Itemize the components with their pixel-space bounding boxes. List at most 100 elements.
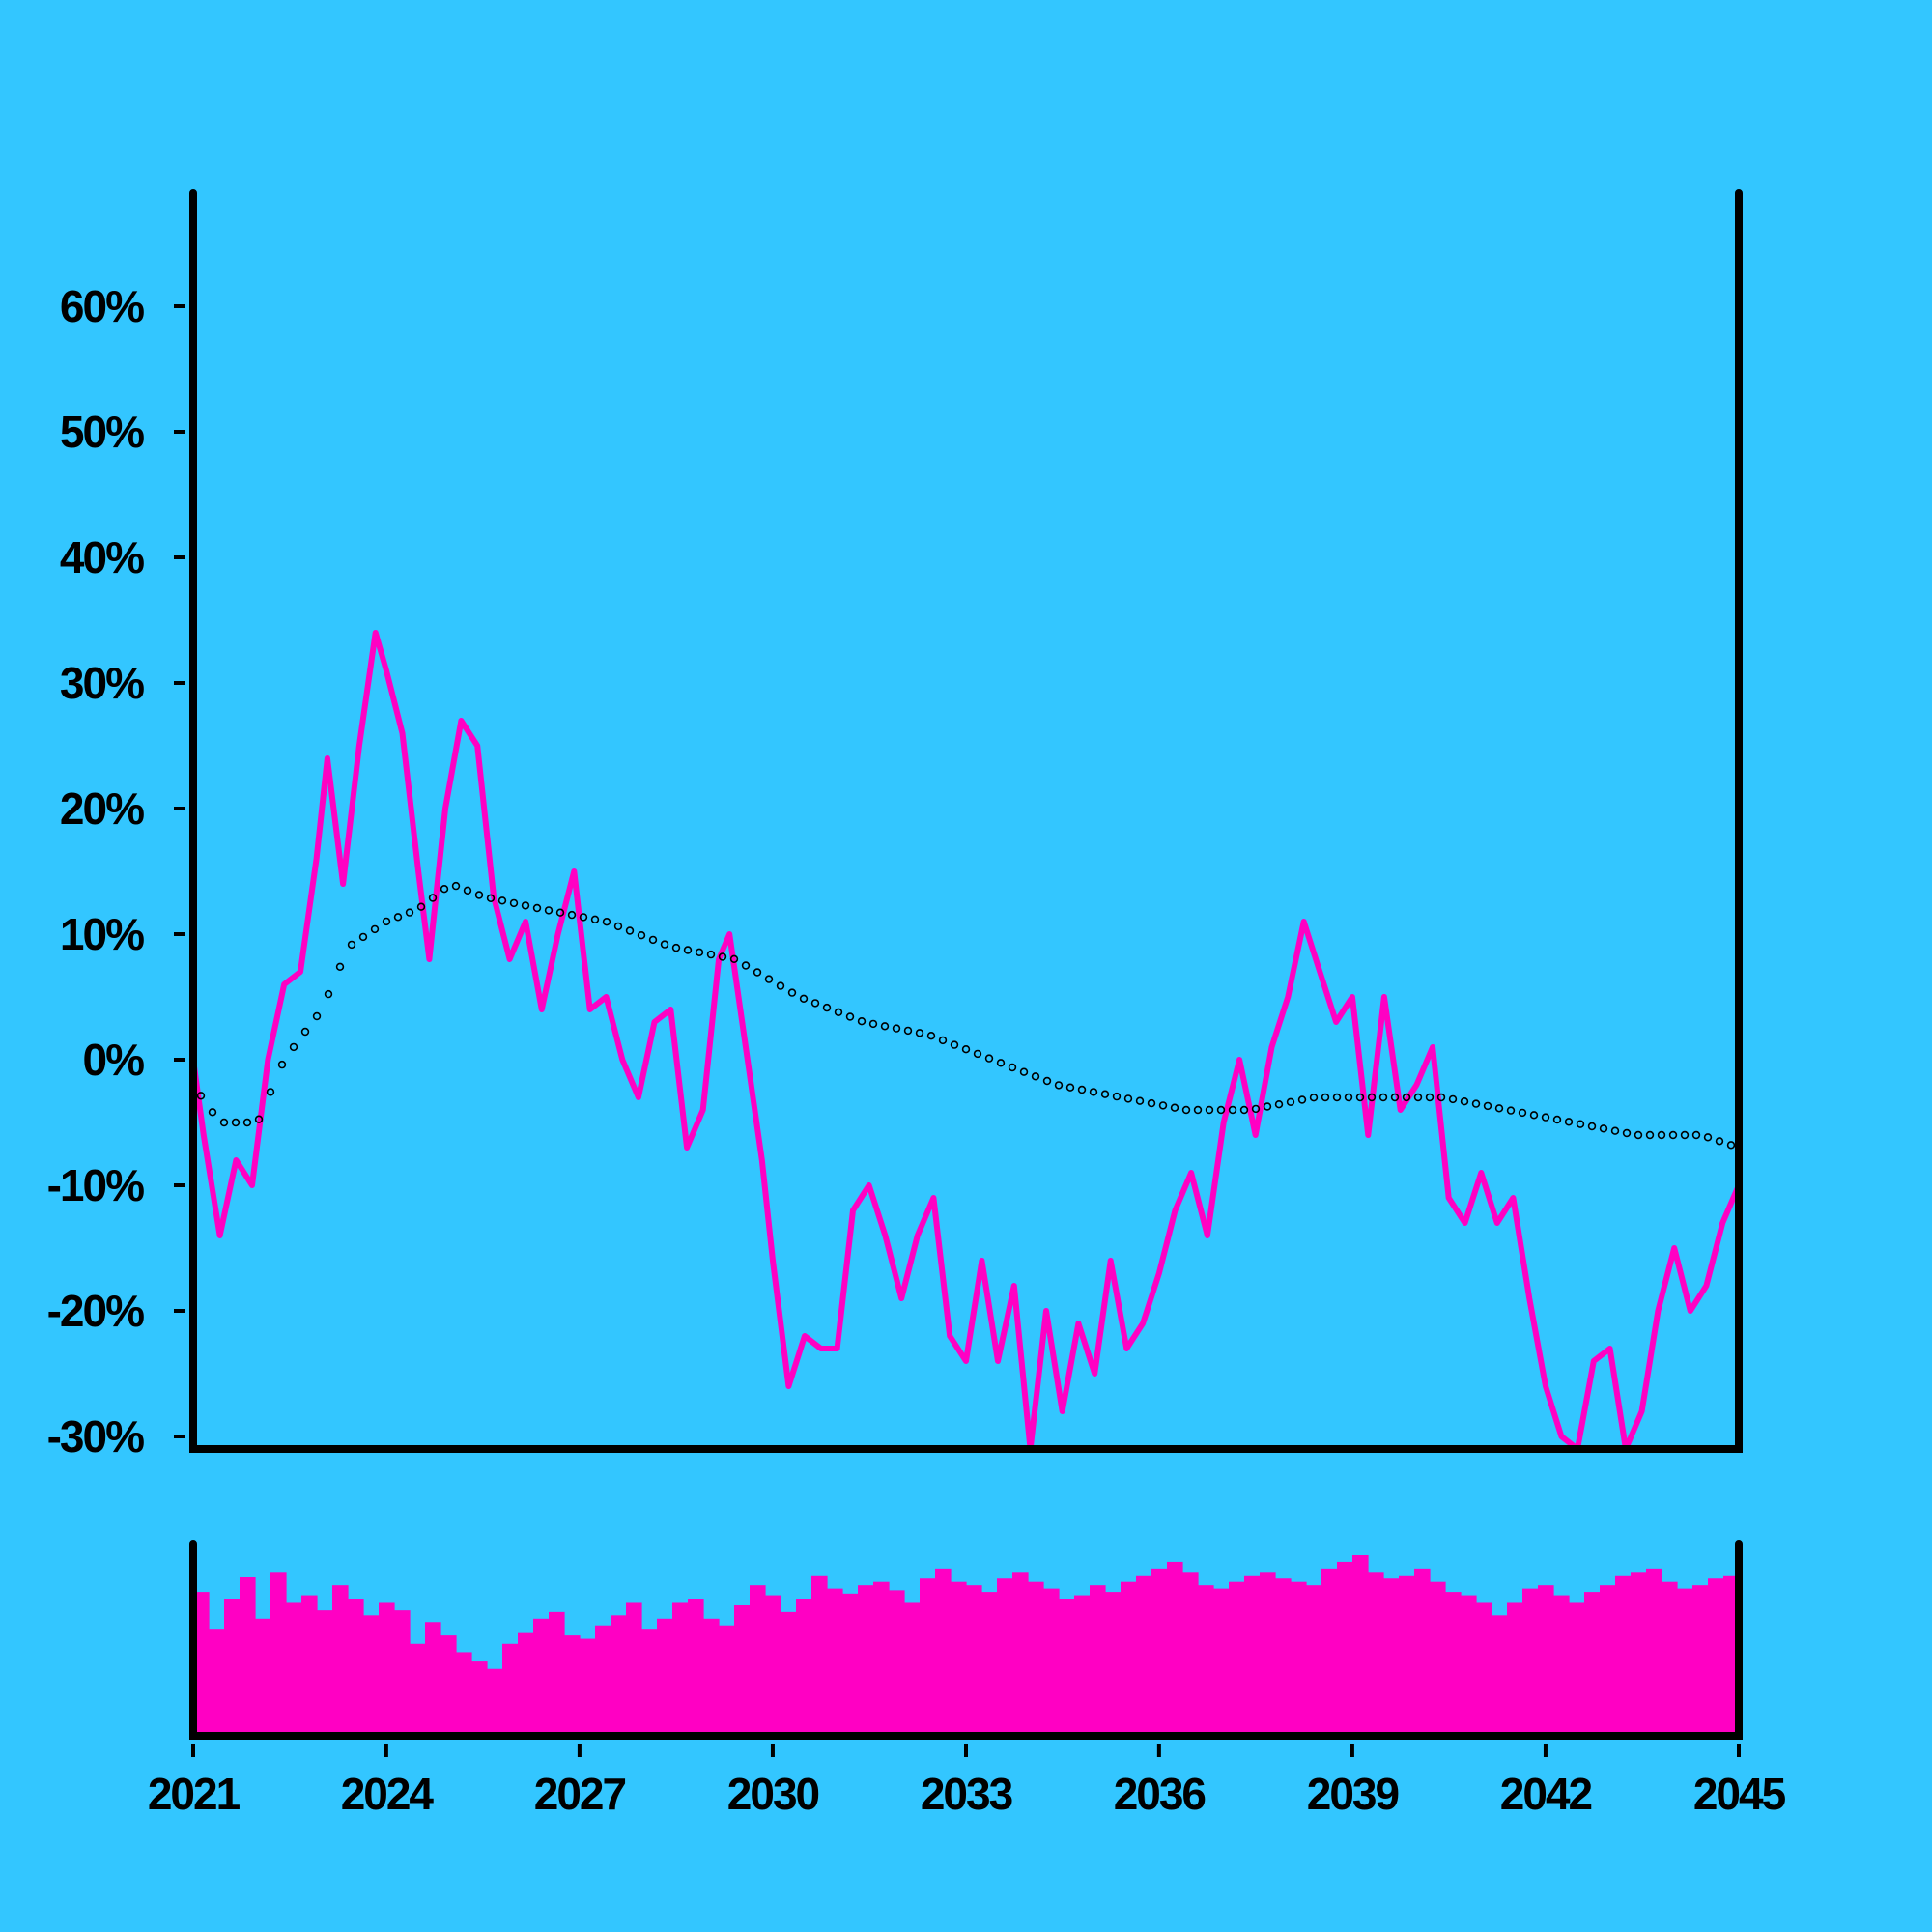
volume-bar <box>781 1611 797 1736</box>
x-tick-label: 2027 <box>534 1769 626 1819</box>
volume-bar <box>348 1599 364 1736</box>
y-tick-label: 50% <box>60 407 144 457</box>
trend-marker <box>926 1031 936 1040</box>
trend-marker <box>1657 1130 1666 1140</box>
trend-marker <box>1610 1126 1620 1135</box>
trend-marker <box>347 940 356 950</box>
trend-marker <box>857 1016 867 1026</box>
volume-bar <box>1198 1585 1214 1736</box>
volume-bar <box>1476 1602 1492 1736</box>
volume-bar <box>1136 1575 1152 1736</box>
trend-marker <box>324 989 333 999</box>
volume-bar <box>1043 1588 1060 1736</box>
series-layer <box>190 630 1742 1452</box>
trend-marker <box>1680 1130 1690 1140</box>
volume-bar <box>1692 1585 1709 1736</box>
trend-marker <box>1367 1093 1377 1102</box>
volume-bar <box>1569 1602 1585 1736</box>
trend-marker <box>660 940 669 949</box>
volume-bar <box>209 1629 225 1736</box>
y-tick-label: -10% <box>47 1160 144 1210</box>
trend-marker <box>1471 1099 1481 1108</box>
labels-layer: -30% -20% -10% 0% 10% 20% 30% 40% 50% 60% 2021 2024… <box>47 281 1788 1819</box>
trend-marker <box>1286 1097 1295 1107</box>
volume-bar <box>734 1605 751 1736</box>
volume-bar <box>842 1593 859 1736</box>
volume-bar <box>1275 1578 1292 1736</box>
x-tick-label: 2021 <box>148 1769 241 1819</box>
axes-layer <box>174 189 1743 1757</box>
trend-marker <box>463 886 472 895</box>
volume-bar <box>332 1585 349 1736</box>
trend-marker <box>880 1022 890 1031</box>
trend-marker <box>1089 1088 1098 1096</box>
trend-marker <box>335 962 345 971</box>
trend-marker <box>405 908 414 917</box>
trend-marker <box>648 935 658 945</box>
volume-bar <box>719 1625 735 1736</box>
trend-marker <box>1576 1120 1585 1128</box>
trend-marker <box>1158 1101 1168 1110</box>
volume-bar <box>1213 1588 1230 1736</box>
volume-bar <box>1414 1568 1431 1736</box>
volume-bar <box>920 1578 936 1736</box>
trend-marker <box>1147 1098 1156 1108</box>
trend-marker <box>996 1059 1006 1067</box>
volume-bar <box>549 1611 565 1736</box>
volume-bar <box>1492 1615 1508 1736</box>
trend-marker <box>625 926 635 935</box>
trend-marker <box>787 988 797 997</box>
volume-bar <box>1383 1578 1400 1736</box>
volume-bar <box>1229 1581 1245 1736</box>
x-tick-label: 2039 <box>1307 1769 1399 1819</box>
x-tick-label: 2042 <box>1500 1769 1592 1819</box>
volume-bar <box>1244 1575 1261 1736</box>
trend-marker <box>671 943 681 952</box>
volume-bar <box>379 1602 395 1736</box>
trend-marker <box>521 901 530 910</box>
volume-bar <box>966 1585 982 1736</box>
trend-marker <box>393 913 403 922</box>
trend-marker <box>1541 1113 1550 1122</box>
trend-marker <box>1065 1083 1075 1092</box>
main-axes-frame <box>189 189 1743 1453</box>
volume-bar <box>1260 1572 1276 1736</box>
trend-marker <box>1483 1101 1492 1111</box>
volume-bar <box>1321 1568 1338 1736</box>
trend-marker <box>312 1011 322 1021</box>
volume-bar <box>425 1622 441 1736</box>
volume-bar <box>1445 1592 1462 1736</box>
trend-marker <box>1645 1130 1655 1140</box>
trend-marker <box>590 915 600 923</box>
volume-bar <box>595 1625 611 1736</box>
trend-marker <box>1193 1105 1203 1115</box>
trend-marker <box>1587 1122 1597 1131</box>
trend-marker <box>950 1040 959 1049</box>
volume-bar <box>1430 1581 1446 1736</box>
trend-marker <box>973 1049 982 1059</box>
volume-bar <box>935 1568 952 1736</box>
volume-bar <box>1028 1581 1044 1736</box>
trend-marker <box>915 1029 924 1037</box>
trend-marker <box>776 981 785 990</box>
y-tick-label: 60% <box>60 281 144 331</box>
trend-marker <box>1552 1115 1562 1124</box>
trend-marker <box>637 930 646 940</box>
volume-bar <box>471 1661 488 1736</box>
trend-marker <box>602 917 611 926</box>
trend-marker <box>1112 1092 1122 1101</box>
trend-marker <box>1031 1072 1040 1081</box>
volume-bar <box>1151 1568 1168 1736</box>
trend-marker <box>300 1027 310 1037</box>
volume-bar <box>657 1618 673 1736</box>
trend-marker <box>868 1019 878 1029</box>
volume-bar <box>240 1577 256 1736</box>
trend-marker <box>1494 1104 1504 1113</box>
trend-marker <box>1634 1130 1643 1140</box>
trend-marker <box>544 906 554 915</box>
trend-marker <box>382 917 391 926</box>
trend-marker <box>892 1024 901 1033</box>
trend-marker <box>683 946 693 954</box>
trend-marker <box>903 1026 913 1036</box>
y-tick-label: -20% <box>47 1286 144 1336</box>
